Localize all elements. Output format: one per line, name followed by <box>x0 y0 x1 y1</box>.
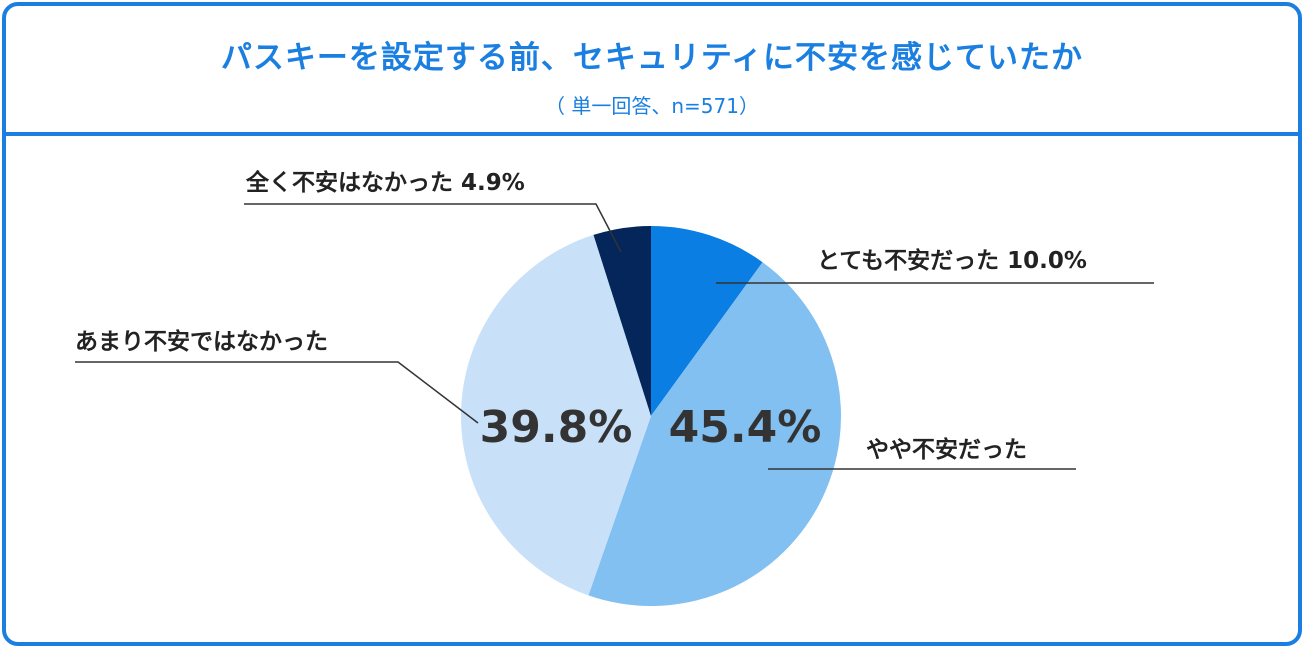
leader-line-not-at-all-anxious <box>244 203 622 253</box>
pie-slice-not-very-anxious <box>461 234 651 596</box>
pie-slice-not-at-all-anxious <box>593 226 651 416</box>
slice-value-not-very-anxious: 39.8% <box>480 402 633 453</box>
leader-line-not-very-anxious <box>75 361 479 424</box>
pie-slice-somewhat-anxious <box>588 262 841 606</box>
chart-header: パスキーを設定する前、セキュリティに不安を感じていたか （ 単一回答、n=571… <box>6 6 1298 136</box>
slice-value-somewhat-anxious: 45.4% <box>669 402 822 453</box>
slice-label-somewhat-anxious: やや不安だった <box>866 436 1027 463</box>
pie-slice-very-anxious <box>651 226 763 416</box>
slice-label-not-at-all-anxious: 全く不安はなかった 4.9% <box>245 169 525 196</box>
chart-title: パスキーを設定する前、セキュリティに不安を感じていたか <box>220 40 1084 76</box>
chart-subtitle: （ 単一回答、n=571） <box>545 94 759 118</box>
slice-label-very-anxious: とても不安だった 10.0% <box>817 247 1087 274</box>
slice-label-not-very-anxious: あまり不安ではなかった <box>75 328 328 355</box>
